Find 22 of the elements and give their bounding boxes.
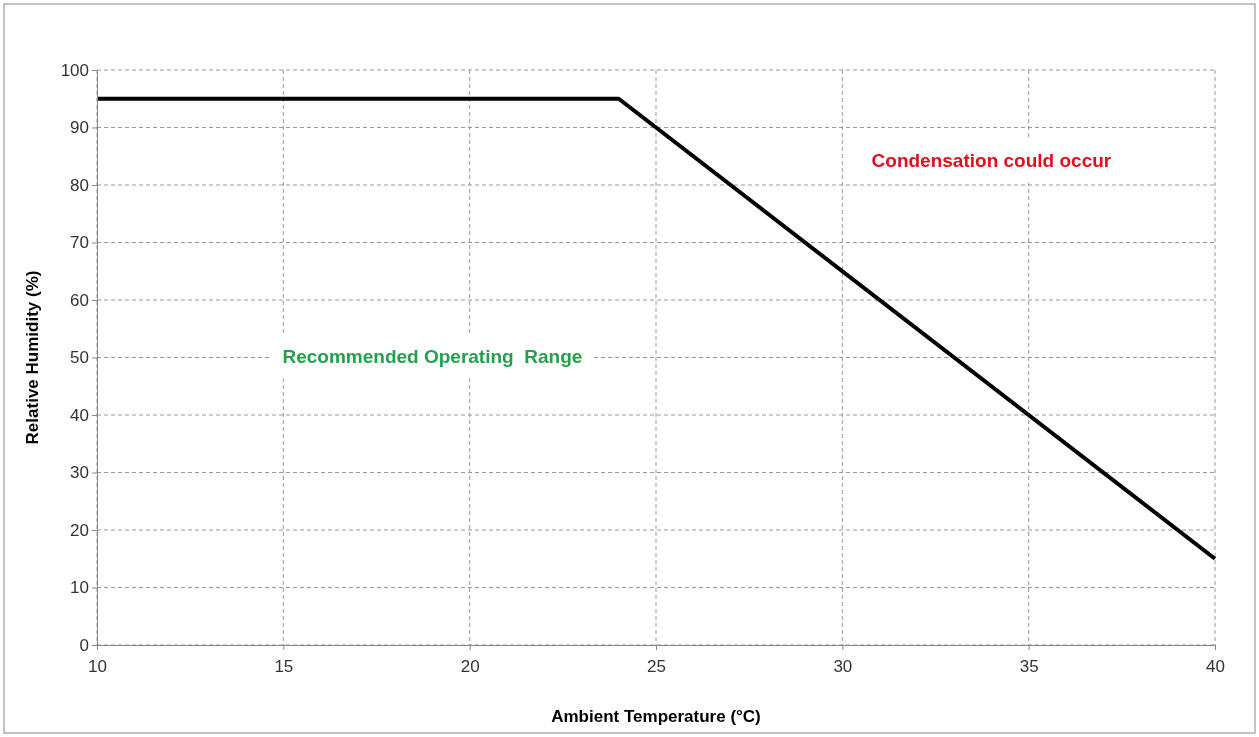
y-tick-label: 20 xyxy=(70,520,89,540)
y-tick-label: 30 xyxy=(70,463,89,483)
y-axis-title: Relative Humidity (%) xyxy=(23,270,42,445)
x-tick-label: 40 xyxy=(1206,656,1225,676)
x-tick-label: 20 xyxy=(460,656,480,676)
x-tick-label: 10 xyxy=(88,656,107,676)
y-tick-label: 50 xyxy=(70,348,89,368)
x-tick-label: 15 xyxy=(274,656,294,676)
x-axis-title: Ambient Temperature (°C) xyxy=(551,707,761,726)
y-tick-label: 100 xyxy=(60,60,89,80)
x-tick-label: 30 xyxy=(833,656,853,676)
y-tick-label: 0 xyxy=(79,635,89,655)
y-tick-label: 60 xyxy=(70,290,89,310)
annotation: Recommended Operating Range xyxy=(282,345,583,367)
y-tick-label: 40 xyxy=(70,405,89,425)
y-tick-label: 90 xyxy=(70,118,89,138)
x-tick-label: 25 xyxy=(647,656,666,676)
y-tick-label: 80 xyxy=(70,175,89,195)
y-tick-label: 70 xyxy=(70,233,89,253)
x-tick-label: 35 xyxy=(1019,656,1039,676)
annotation: Condensation could occur xyxy=(871,150,1112,172)
y-tick-label: 10 xyxy=(70,578,89,598)
